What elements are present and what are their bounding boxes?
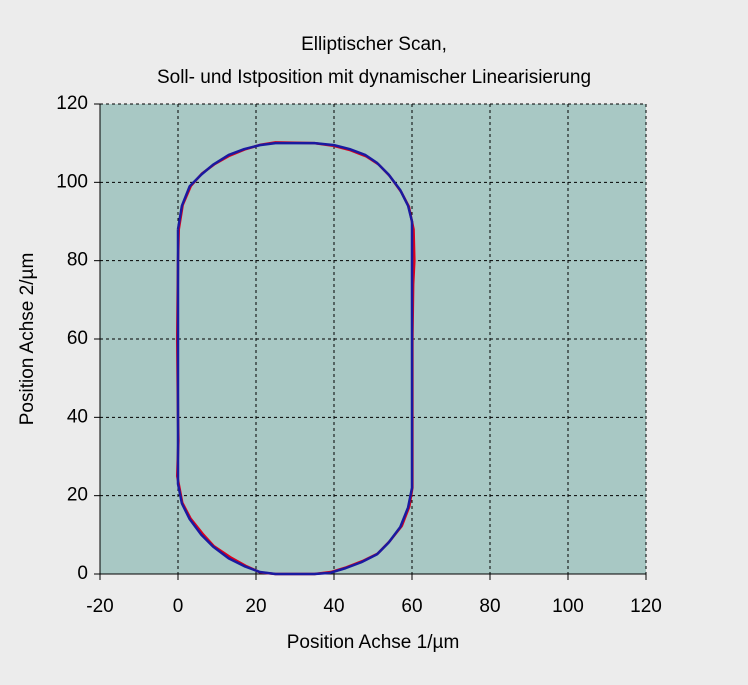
y-tick-label: 100 bbox=[56, 171, 88, 192]
y-tick-label: 80 bbox=[67, 250, 88, 271]
chart-subtitle: Soll- und Istposition mit dynamischer Li… bbox=[157, 67, 591, 88]
y-tick-label: 60 bbox=[67, 328, 88, 349]
y-tick-label: 40 bbox=[67, 406, 88, 427]
x-tick-label: 40 bbox=[323, 596, 344, 617]
x-tick-label: 20 bbox=[245, 596, 266, 617]
x-tick-label: 80 bbox=[479, 596, 500, 617]
y-tick-label: 20 bbox=[67, 485, 88, 506]
x-tick-label: -20 bbox=[86, 596, 113, 617]
x-tick-label: 60 bbox=[401, 596, 422, 617]
chart-title: Elliptischer Scan, bbox=[301, 34, 447, 55]
x-axis-label: Position Achse 1/µm bbox=[287, 632, 460, 653]
x-tick-label: 0 bbox=[173, 596, 184, 617]
y-tick-label: 120 bbox=[56, 93, 88, 114]
x-tick-label: 100 bbox=[552, 596, 584, 617]
series-line bbox=[176, 141, 414, 576]
y-tick-label: 0 bbox=[77, 563, 88, 584]
x-tick-label: 120 bbox=[630, 596, 662, 617]
y-axis-label: Position Achse 2/µm bbox=[17, 253, 38, 426]
